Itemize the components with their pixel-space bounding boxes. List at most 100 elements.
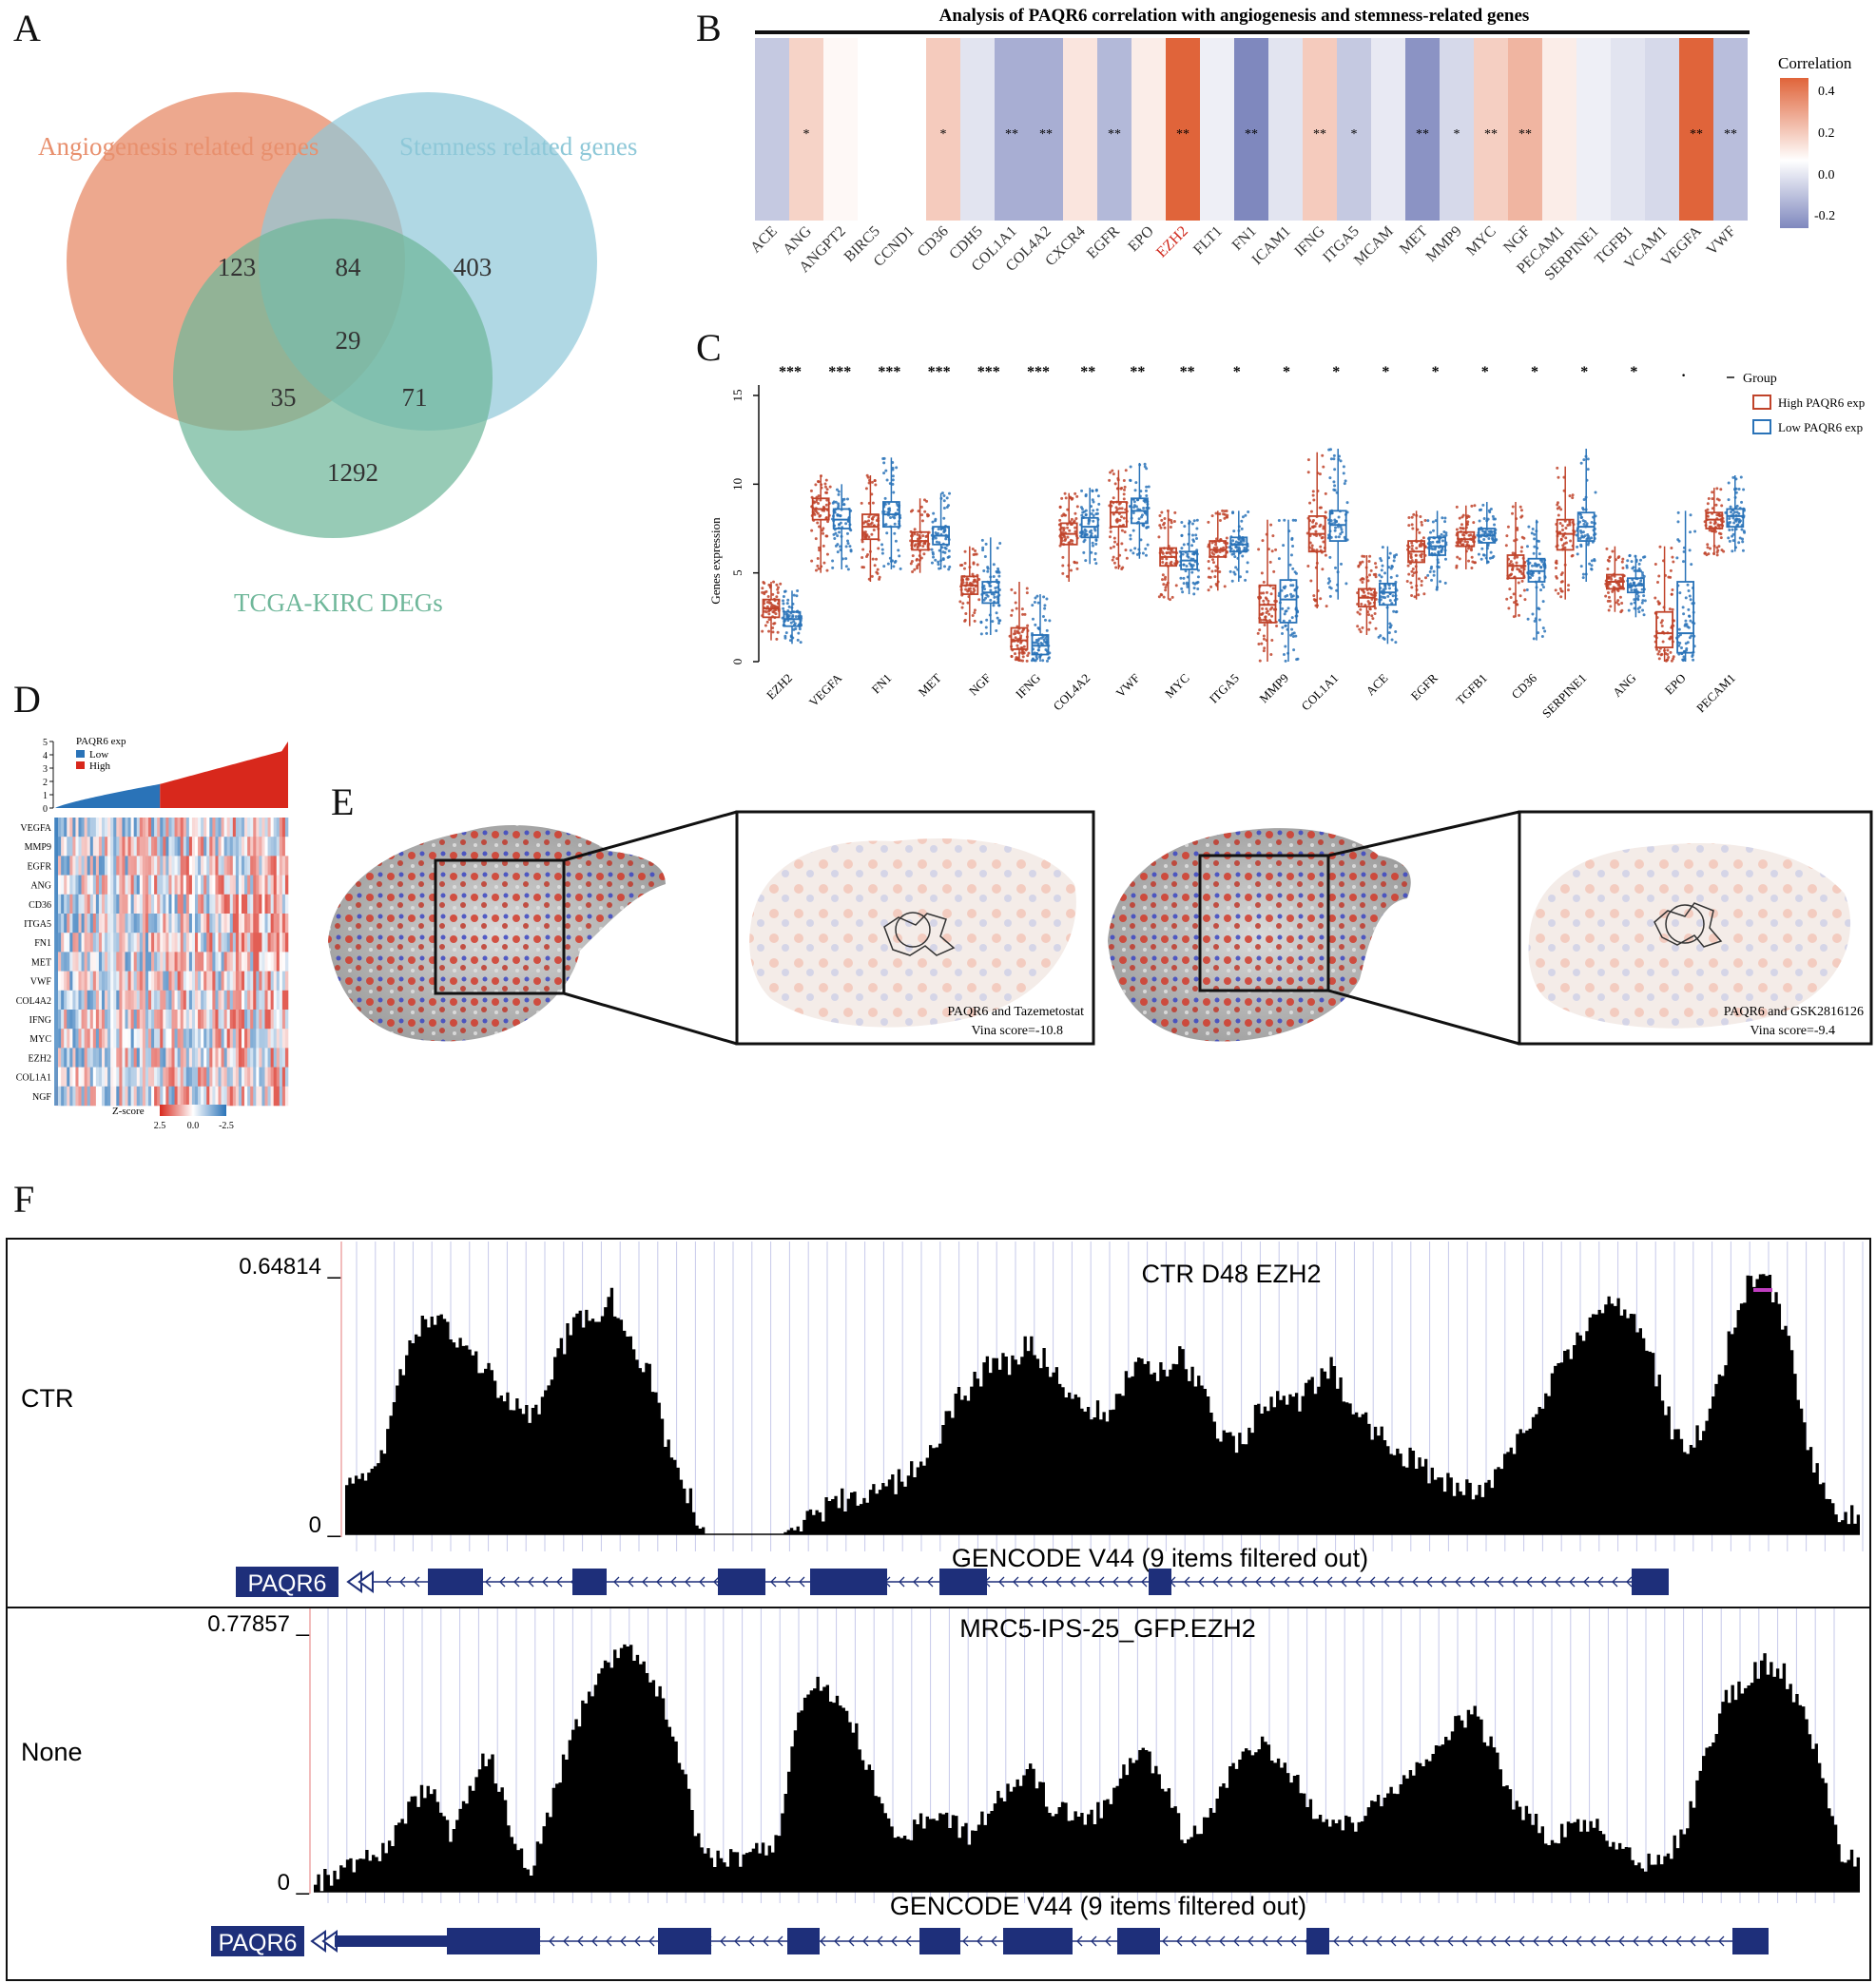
- paqr6-ytick-1: 1: [43, 791, 48, 801]
- boxplot-gene-tgfb1: TGFB1: [1453, 671, 1490, 708]
- F-gene2-exon-2: [787, 1928, 820, 1954]
- heatmap-cell-vwf: [1713, 38, 1748, 221]
- docking-score-left: Vina score=-10.8: [972, 1024, 1063, 1038]
- box-ifng-high: [1008, 582, 1031, 663]
- F-gene1-exon-4: [939, 1569, 987, 1595]
- heatmap-gene-icam1: ICAM1: [1249, 223, 1294, 268]
- mrc5-ezh2-signal: [314, 1644, 1860, 1892]
- correlation-legend-title: Correlation: [1778, 54, 1852, 72]
- heatmap-gene-vwf: VWF: [1704, 223, 1739, 259]
- box-col4a2-low: [1078, 488, 1101, 566]
- box-ngf-low: [979, 537, 1002, 636]
- box-col1a1-high: [1305, 452, 1328, 608]
- zscore-colorbar: [160, 1105, 226, 1116]
- heatmap-gene-label-cd36: CD36: [29, 900, 51, 911]
- F-gene1-exon-3: [810, 1569, 887, 1595]
- F-gene1-exon-1: [572, 1569, 607, 1595]
- box-tgfb1-high: [1455, 504, 1477, 570]
- heatmap-row-ang: [55, 875, 289, 895]
- ligand-left: [883, 912, 956, 956]
- paqr6-high-area: [160, 741, 288, 808]
- boxplot-gene-ezh2: EZH2: [764, 671, 795, 703]
- heatmap-sig-itga5: *: [1351, 127, 1358, 142]
- venn-count-stem-tcga: 71: [402, 383, 428, 412]
- legend-high-label: High PAQR6 exp: [1778, 395, 1865, 410]
- box-egfr-low: [1426, 510, 1448, 591]
- paqr6-legend-title: PAQR6 exp: [76, 736, 126, 747]
- track1-gene-model: PAQR6: [236, 1567, 1669, 1597]
- heatmap-title: Analysis of PAQR6 correlation with angio…: [939, 6, 1530, 26]
- paqr6-legend-low-swatch: [76, 750, 85, 758]
- venn-label-tcga: TCGA-KIRC DEGs: [234, 588, 443, 617]
- correlation-tick-0.2: 0.2: [1818, 126, 1835, 141]
- box-itga5-high: [1207, 509, 1229, 592]
- box-cd36-high: [1504, 502, 1527, 619]
- heatmap-cell-itga5: [1337, 38, 1371, 221]
- boxplot-gene-ifng: IFNG: [1013, 671, 1043, 702]
- track2-ymin: 0 _: [278, 1870, 310, 1896]
- panel-label-e: E: [331, 780, 355, 823]
- box-serpine1-high: [1554, 466, 1576, 600]
- heatmap-gene-cd36: CD36: [915, 223, 952, 260]
- paqr6-ytick-4: 4: [43, 751, 48, 761]
- heatmap-cell-angpt2: [823, 38, 858, 221]
- heatmap-cell-myc: [1474, 38, 1508, 221]
- heatmap-sig-cd36: *: [940, 127, 947, 142]
- box-vwf-low: [1128, 462, 1151, 559]
- heatmap-row-met: [55, 952, 289, 972]
- boxplot-gene-col4a2: COL4A2: [1050, 671, 1093, 714]
- docking-figure: PAQR6 and Tazemetostat Vina score=-10.8 …: [328, 810, 1873, 1046]
- boxplot-ylabel: Genes expression: [708, 517, 723, 605]
- box-cd36-low: [1525, 519, 1547, 641]
- heatmap-row-cd36: [55, 894, 289, 914]
- heatmap-gene-label-egfr: EGFR: [27, 861, 51, 872]
- heatmap-row-egfr: [55, 856, 289, 876]
- heatmap-sig-col4a2: **: [1039, 127, 1053, 142]
- heatmap-row-col1a1: [55, 1067, 289, 1088]
- heatmap-cell-cd36: [926, 38, 960, 221]
- boxplot-gene-fn1: FN1: [869, 671, 895, 697]
- boxplot-sig-vegfa: ***: [828, 364, 851, 380]
- track2-ymax: 0.77857 _: [207, 1611, 309, 1637]
- heatmap-gene-label-vegfa: VEGFA: [20, 823, 51, 834]
- boxplot-sig-col1a1: *: [1332, 364, 1340, 380]
- heatmap-sig-fn1: **: [1245, 127, 1258, 142]
- track1-gene-label-bg: [236, 1567, 338, 1597]
- boxplot-sig-met: ***: [928, 364, 951, 380]
- expression-heatmap: 5 4 3 2 1 0 PAQR6 exp Low High VEGFA MMP9 EGFR A…: [16, 736, 289, 1131]
- docking-caption-left: PAQR6 and Tazemetostat: [947, 1005, 1084, 1019]
- boxplot-gene-itga5: ITGA5: [1207, 671, 1242, 706]
- F-gene1-exon-6: [1632, 1569, 1669, 1595]
- boxplot-sig-ace: *: [1382, 364, 1389, 380]
- heatmap-sig-egfr: **: [1108, 127, 1121, 142]
- boxplot-sig-cd36: *: [1531, 364, 1538, 380]
- paqr6-ytick-3: 3: [43, 764, 48, 775]
- box-vwf-high: [1108, 469, 1129, 570]
- boxplot-sig-ifng: ***: [1027, 364, 1050, 380]
- zscore-tick-high: 2.5: [154, 1121, 166, 1131]
- heatmap-cell-vcam1: [1645, 38, 1679, 221]
- box-ezh2-high: [761, 580, 783, 641]
- venn-count-angio-tcga: 35: [271, 383, 297, 412]
- F-gene1-exon-5: [1149, 1569, 1171, 1595]
- box-ezh2-low: [781, 589, 803, 645]
- boxplot-gene-myc: MYC: [1162, 671, 1192, 702]
- heatmap-gene-label-vwf: VWF: [30, 977, 52, 988]
- boxplot-gene-egfr: EGFR: [1408, 670, 1441, 703]
- F-gene2-exon-1: [658, 1928, 711, 1954]
- heatmap-gene-label-ifng: IFNG: [29, 1015, 51, 1026]
- box-col1a1-low: [1326, 448, 1349, 600]
- box-pecam1-high: [1703, 487, 1726, 557]
- docking-caption-right: PAQR6 and GSK2816126: [1724, 1005, 1864, 1019]
- box-myc-low: [1178, 518, 1200, 596]
- zscore-tick-mid: 0.0: [187, 1121, 200, 1131]
- heatmap-cell-birc5: [858, 38, 892, 221]
- box-fn1-high: [860, 473, 881, 582]
- boxplot-gene-serpine1: SERPINE1: [1539, 671, 1589, 721]
- F-gene2-exon-6: [1306, 1928, 1329, 1954]
- boxplot-sig-fn1: ***: [878, 364, 900, 380]
- heatmap-gene-label-myc: MYC: [29, 1034, 51, 1045]
- boxplot-gene-ngf: NGF: [966, 671, 994, 699]
- boxplot-sig-vwf: **: [1130, 364, 1145, 380]
- heatmap-row-vegfa: [55, 818, 289, 837]
